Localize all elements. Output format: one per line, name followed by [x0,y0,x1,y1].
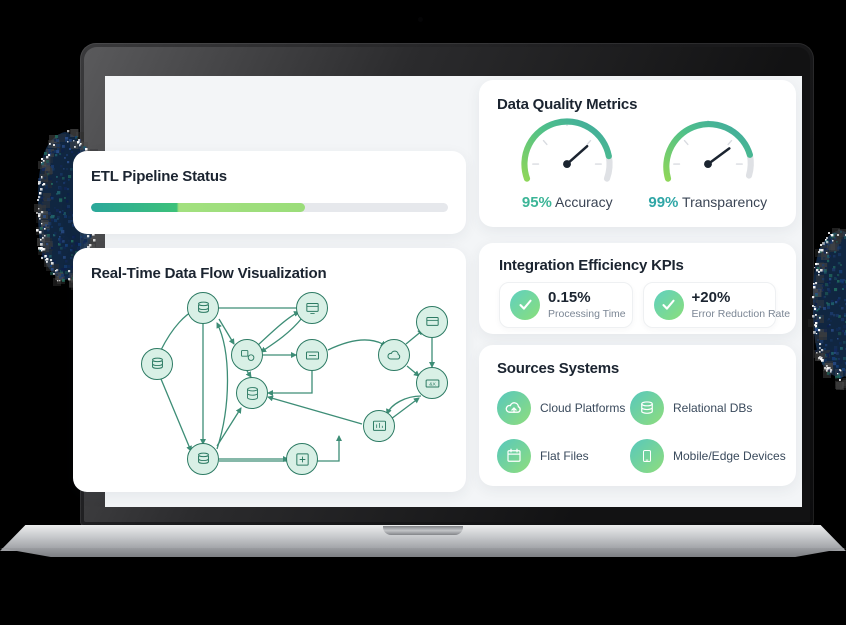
svg-text:&X: &X [429,381,436,387]
